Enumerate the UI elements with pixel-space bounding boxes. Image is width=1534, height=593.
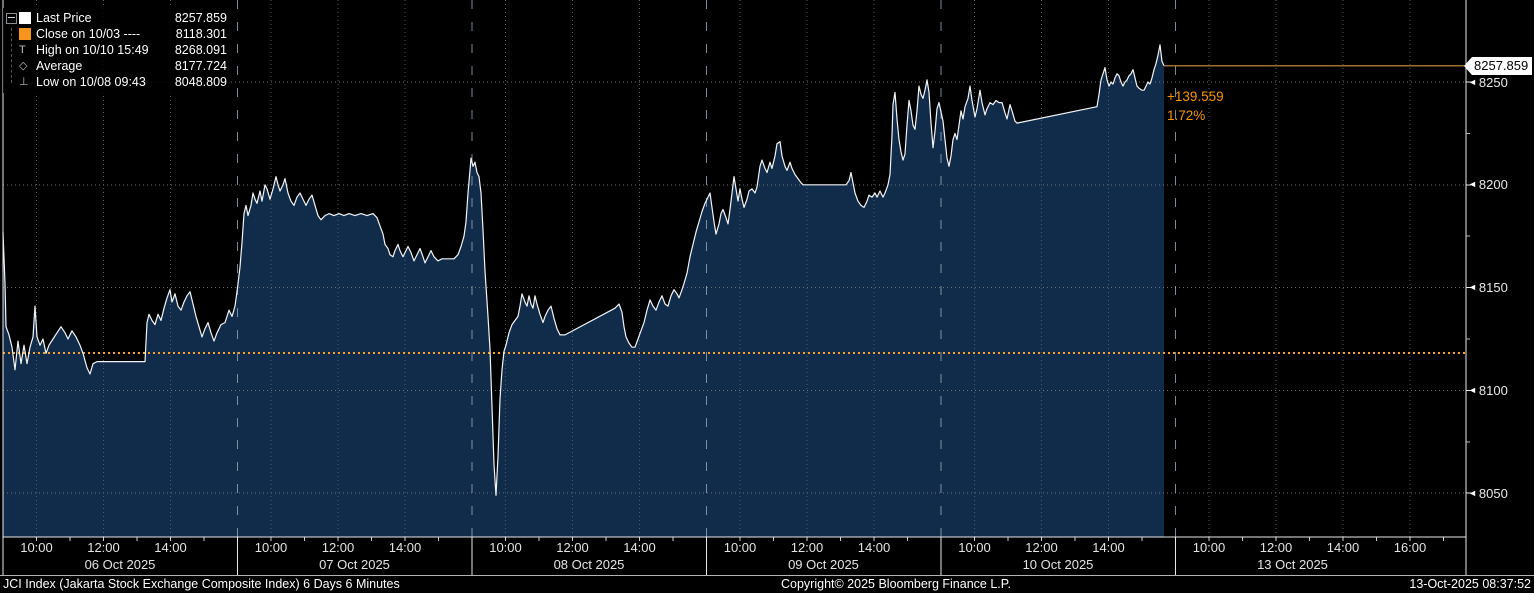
- last-price-swatch: [19, 12, 36, 24]
- price-chart-canvas[interactable]: [0, 0, 1534, 576]
- legend-label: Low on 10/08 09:43: [36, 75, 146, 89]
- x-axis-time-label: 16:00: [1393, 540, 1427, 555]
- x-axis-time-label: 12:00: [1259, 540, 1293, 555]
- chart-legend: Last Price 8257.859 Close on 10/03 ---- …: [3, 8, 231, 93]
- last-price-flag-value: 8257.859: [1474, 58, 1529, 73]
- price-area-fill: [3, 44, 1164, 538]
- tick-arrow-icon: ◄: [1468, 282, 1477, 293]
- average-marker-icon: ◇: [19, 59, 28, 72]
- x-axis-time-label: 14:00: [857, 540, 891, 555]
- x-axis-time-label: 10:00: [20, 540, 53, 555]
- x-axis-time-label: 10:00: [958, 540, 991, 555]
- x-axis-time-label: 12:00: [790, 540, 824, 555]
- x-axis-time-label: 10:00: [254, 540, 288, 555]
- low-marker-icon: ⊥: [19, 75, 29, 88]
- y-axis-label: ◄ 8200: [1468, 177, 1508, 193]
- legend-tree-rail: [11, 28, 12, 83]
- high-marker-icon: T: [19, 43, 26, 56]
- x-axis-time-label: 10:00: [723, 540, 757, 555]
- y-axis-label: ◄ 8250: [1468, 74, 1508, 90]
- legend-label: Close on 10/03 ----: [36, 27, 141, 41]
- copyright-text: Copyright© 2025 Bloomberg Finance L.P.: [781, 577, 1011, 591]
- x-axis-date-label: 07 Oct 2025: [319, 557, 390, 572]
- close-swatch: [19, 28, 36, 40]
- x-axis-date-label: 09 Oct 2025: [788, 557, 859, 572]
- footer-separator: [0, 575, 1534, 576]
- legend-value: 8177.724: [174, 59, 227, 73]
- legend-label: Average: [36, 59, 83, 73]
- legend-expander-icon[interactable]: [6, 13, 17, 24]
- y-axis-label: ◄ 8100: [1468, 382, 1508, 398]
- x-axis-time-label: 14:00: [1326, 540, 1360, 555]
- legend-value: 8257.859: [174, 11, 227, 25]
- legend-value: 8268.091: [174, 43, 227, 57]
- legend-row-average[interactable]: ◇ Average 8177.724: [5, 58, 227, 74]
- net-change-annotation: +139.559 1.72%: [1167, 87, 1224, 125]
- y-tick-value: 8050: [1478, 485, 1508, 501]
- chart-description: JCI Index (Jakarta Stock Exchange Compos…: [3, 577, 400, 591]
- legend-label: High on 10/10 15:49: [36, 43, 149, 57]
- x-axis-time-label: 10:00: [489, 540, 522, 555]
- y-axis-label: ◄ 8050: [1468, 485, 1508, 501]
- x-axis-date-label: 13 Oct 2025: [1257, 557, 1328, 572]
- legend-row-last-price[interactable]: Last Price 8257.859: [5, 10, 227, 26]
- flag-notch-icon: [1464, 57, 1472, 75]
- y-tick-value: 8150: [1478, 280, 1508, 296]
- timestamp: 13-Oct-2025 08:37:52: [1409, 577, 1531, 591]
- y-tick-value: 8250: [1478, 74, 1508, 90]
- x-axis-time-label: 12:00: [87, 540, 120, 555]
- x-axis-time-label: 12:00: [321, 540, 355, 555]
- x-axis-time-label: 14:00: [1092, 540, 1125, 555]
- x-axis-date-label: 08 Oct 2025: [553, 557, 625, 572]
- x-axis-time-label: 12:00: [1025, 540, 1058, 555]
- x-axis-date-label: 10 Oct 2025: [1022, 557, 1094, 572]
- x-axis-time-label: 10:00: [1192, 540, 1226, 555]
- status-bar: JCI Index (Jakarta Stock Exchange Compos…: [0, 576, 1534, 593]
- tick-arrow-icon: ◄: [1468, 487, 1477, 498]
- pct-change-value: 1.72%: [1167, 108, 1206, 123]
- tick-arrow-icon: ◄: [1468, 76, 1477, 87]
- tick-arrow-icon: ◄: [1468, 384, 1477, 395]
- x-axis-time-label: 14:00: [623, 540, 656, 555]
- legend-row-close[interactable]: Close on 10/03 ---- 8118.301: [5, 26, 227, 42]
- price-line: [2, 44, 1165, 496]
- net-change-value: +139.559: [1167, 89, 1224, 104]
- x-axis-date-label: 06 Oct 2025: [84, 557, 156, 572]
- last-price-flag: 8257.859: [1464, 57, 1533, 75]
- y-tick-value: 8200: [1478, 177, 1508, 193]
- legend-row-high[interactable]: T High on 10/10 15:49 8268.091: [5, 42, 227, 58]
- legend-value: 8048.809: [174, 75, 227, 89]
- legend-label: Last Price: [36, 11, 92, 25]
- x-axis-time-label: 14:00: [154, 540, 187, 555]
- x-axis-time-label: 12:00: [556, 540, 589, 555]
- legend-value: 8118.301: [175, 27, 227, 41]
- tick-arrow-icon: ◄: [1468, 179, 1477, 190]
- y-axis-label: ◄ 8150: [1468, 280, 1508, 296]
- x-axis-time-label: 14:00: [388, 540, 422, 555]
- legend-row-low[interactable]: ⊥ Low on 10/08 09:43 8048.809: [5, 74, 227, 90]
- y-tick-value: 8100: [1478, 382, 1508, 398]
